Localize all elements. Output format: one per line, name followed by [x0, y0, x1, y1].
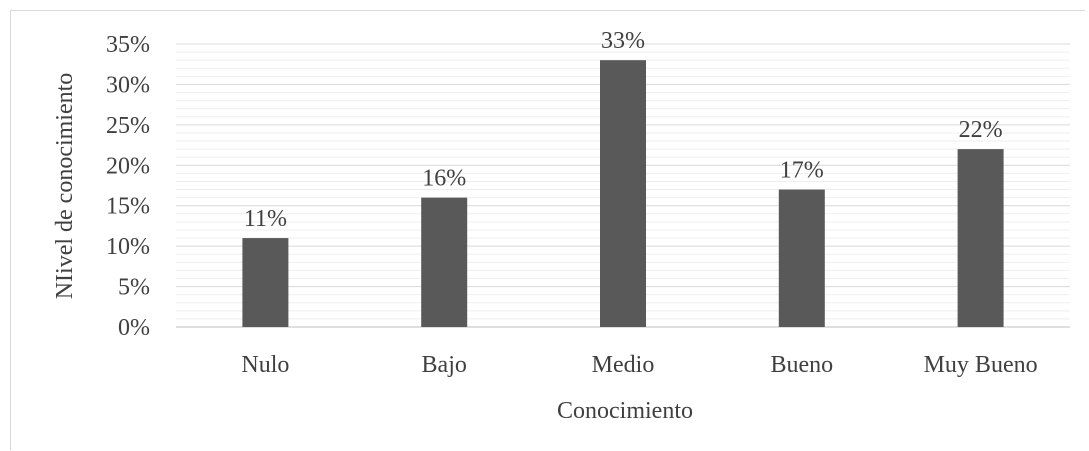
data-label: 33% [601, 28, 645, 54]
data-label: 22% [959, 117, 1003, 143]
x-category-label: Nulo [241, 352, 289, 378]
x-category-label: Muy Bueno [924, 352, 1038, 378]
data-label: 17% [780, 158, 824, 184]
x-axis-title: Conocimiento [557, 398, 693, 424]
bar-muy-bueno [957, 149, 1004, 327]
chart-frame [10, 10, 1085, 450]
bars [242, 60, 1004, 328]
x-category-label: Bueno [770, 352, 833, 378]
y-tick-label: 25% [106, 113, 150, 139]
bar-bueno [778, 189, 825, 327]
y-tick-label: 15% [106, 194, 150, 220]
data-labels: 11% 16% 33% 17% 22% [244, 28, 1003, 232]
y-tick-label: 30% [106, 72, 150, 98]
y-tick-label: 20% [106, 153, 150, 179]
y-tick-label: 0% [118, 315, 150, 341]
y-axis-ticks: 0% 5% 10% 15% 20% 25% 30% 35% [106, 32, 150, 341]
y-tick-label: 5% [118, 275, 150, 301]
y-tick-label: 10% [106, 234, 150, 260]
bar-bajo [421, 197, 468, 327]
data-label: 11% [244, 206, 287, 232]
x-category-label: Medio [592, 352, 655, 378]
bar-nulo [242, 238, 289, 327]
x-category-label: Bajo [422, 352, 467, 378]
y-axis-title: NIivel de conocimiento [52, 73, 78, 300]
x-axis-categories: Nulo Bajo Medio Bueno Muy Bueno [241, 352, 1037, 378]
y-tick-label: 35% [106, 32, 150, 58]
data-label: 16% [422, 166, 466, 192]
bar-medio [600, 60, 646, 328]
